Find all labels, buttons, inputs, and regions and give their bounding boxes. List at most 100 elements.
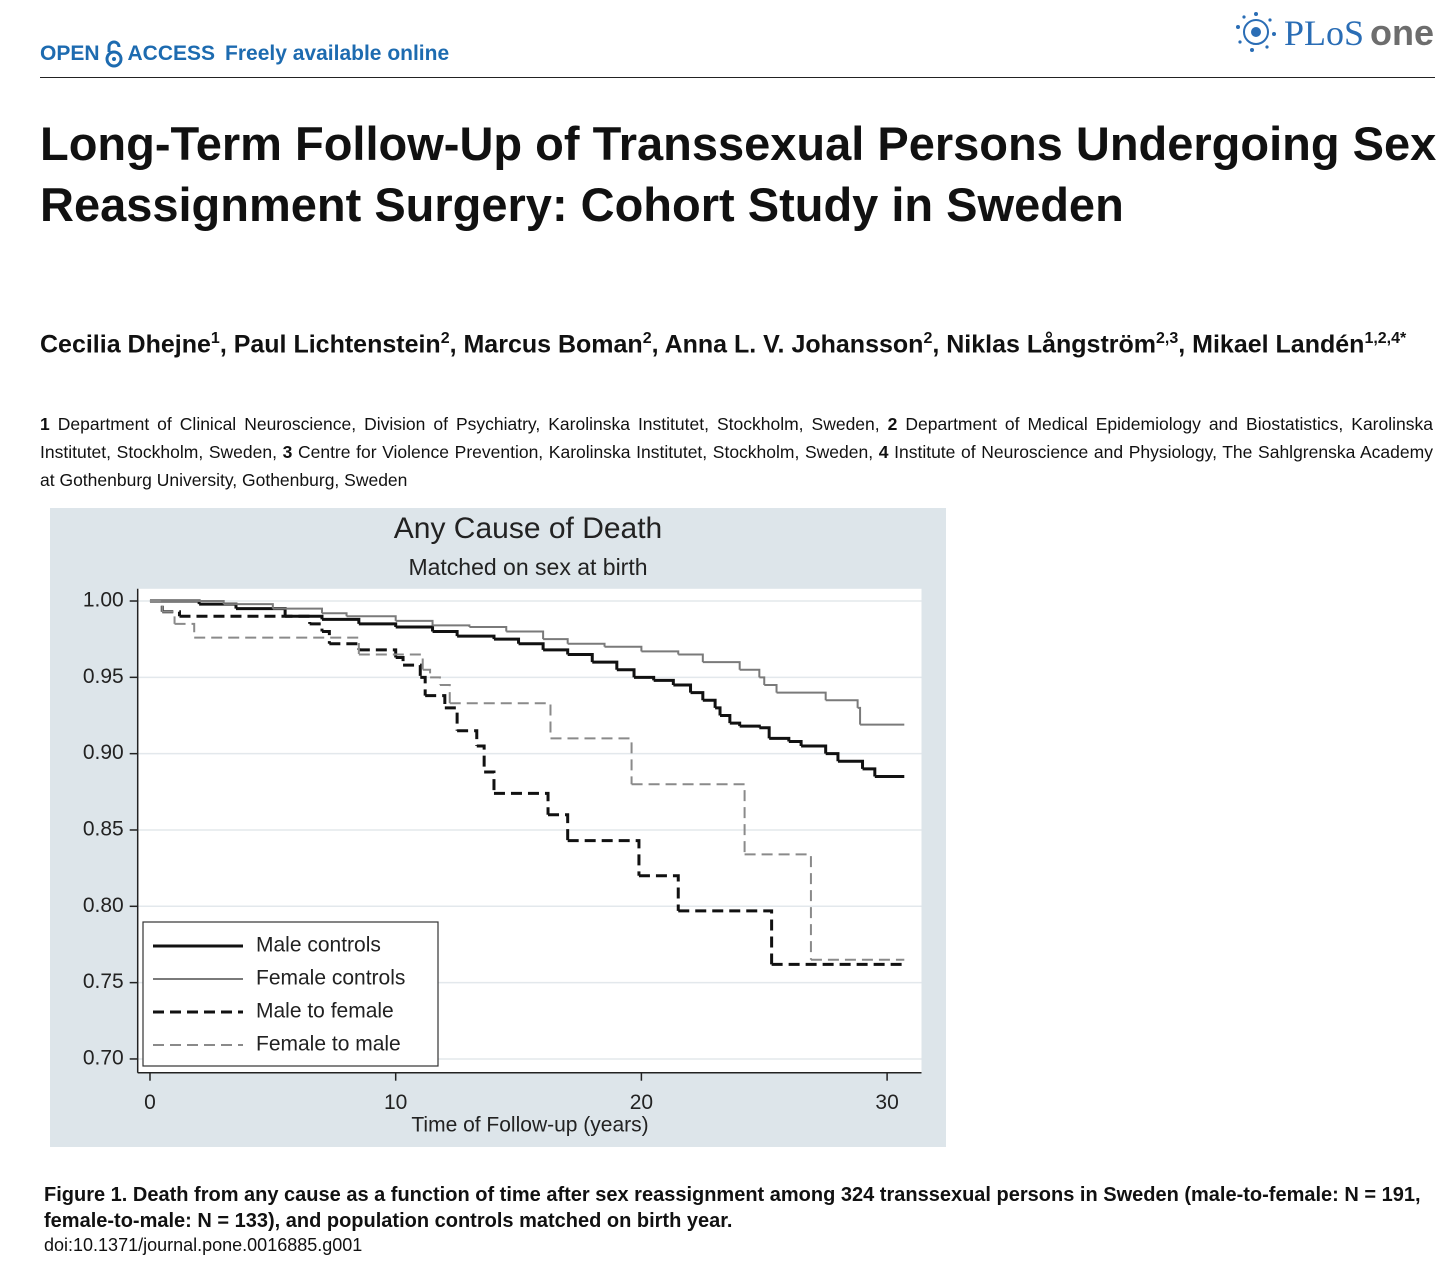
author-name: , Niklas Långström	[932, 330, 1157, 359]
survival-step	[321, 612, 348, 617]
author-affiliation-mark: 1	[210, 330, 220, 347]
journal-logo: PLoS one	[1234, 10, 1434, 54]
survival-step	[744, 853, 812, 960]
x-tick-label: 20	[630, 1091, 653, 1114]
survival-step	[759, 726, 771, 739]
author-name: , Mikael Landén	[1178, 330, 1365, 359]
survival-step	[174, 622, 196, 638]
survival-step	[702, 698, 717, 708]
survival-step	[309, 622, 324, 632]
figure-doi: doi:10.1371/journal.pone.0016885.g001	[44, 1235, 363, 1255]
survival-step	[678, 909, 774, 965]
survival-step	[567, 839, 641, 876]
survival-step	[444, 706, 459, 731]
survival-step	[837, 759, 865, 769]
survival-step	[420, 675, 427, 696]
survival-step	[422, 668, 432, 678]
survival-step	[543, 648, 570, 655]
survival-step	[449, 702, 552, 739]
survival-step	[194, 636, 360, 655]
survival-step	[543, 638, 569, 644]
survival-step	[715, 706, 722, 716]
y-tick-label: 0.75	[83, 970, 124, 993]
survival-step	[616, 668, 636, 678]
survival-step	[223, 603, 274, 609]
survival-step	[439, 683, 451, 704]
survival-step	[801, 744, 828, 754]
survival-step	[729, 721, 742, 727]
survival-step	[567, 652, 594, 663]
survival-step	[673, 683, 693, 693]
survival-step	[825, 699, 859, 708]
survival-step	[592, 660, 619, 670]
survival-step	[476, 744, 486, 772]
survival-step	[739, 724, 761, 728]
survival-step	[769, 736, 791, 742]
survival-step	[395, 619, 434, 626]
survival-step	[788, 739, 803, 747]
author-affiliation-mark: 2	[440, 330, 450, 347]
survival-step	[493, 637, 521, 644]
survival-step	[653, 678, 675, 685]
survival-step	[518, 642, 545, 650]
affiliation-text: Institute of Neuroscience and Physiology…	[40, 442, 1433, 490]
survival-step	[272, 607, 323, 614]
legend-label: Female controls	[256, 967, 405, 990]
survival-step	[857, 706, 862, 725]
survival-step	[548, 813, 570, 841]
author-name: Cecilia Dhejne	[40, 330, 211, 359]
survival-step	[403, 663, 422, 678]
survival-step	[678, 653, 704, 663]
header-rule	[40, 77, 1435, 78]
survival-step	[776, 691, 827, 701]
survival-step	[604, 645, 643, 652]
survival-step	[550, 737, 633, 785]
chart-title: Any Cause of Death	[394, 512, 663, 545]
survival-step	[179, 614, 312, 624]
x-tick-label: 0	[144, 1091, 156, 1114]
access-label: ACCESS	[127, 42, 216, 65]
survival-step	[493, 791, 550, 815]
legend-label: Male to female	[256, 1000, 394, 1023]
lock-icon	[105, 40, 123, 68]
affiliation-number: 3	[282, 442, 293, 462]
survival-step	[432, 630, 459, 637]
survival-step	[321, 630, 331, 644]
survival-step	[346, 615, 397, 621]
affiliation-number: 1	[40, 414, 50, 434]
y-tick-label: 0.90	[83, 741, 124, 764]
survival-step	[149, 600, 225, 605]
survival-step	[631, 783, 746, 855]
survival-step	[634, 675, 656, 681]
x-tick-label: 30	[875, 1091, 898, 1114]
survival-step	[825, 752, 840, 762]
y-tick-label: 0.80	[83, 894, 124, 917]
tagline: Freely available online	[225, 42, 450, 65]
affiliation-text: Department of Clinical Neuroscience, Div…	[57, 414, 880, 434]
y-tick-label: 1.00	[83, 589, 124, 612]
open-label: OPEN	[40, 42, 100, 65]
logo-one: one	[1369, 12, 1434, 53]
legend-label: Female to male	[256, 1033, 401, 1056]
survival-step	[690, 691, 705, 701]
author-affiliation-mark: 2,3	[1156, 330, 1179, 347]
survival-step	[567, 642, 606, 647]
affiliation-text: Department of Medical Epidemiology and B…	[40, 414, 1433, 462]
survival-step	[638, 874, 680, 911]
survival-step	[720, 713, 732, 724]
chart: Any Cause of Death Matched on sex at birt…	[50, 508, 946, 1147]
survival-step	[358, 653, 424, 670]
legend-label: Male controls	[256, 934, 381, 957]
author-name: , Anna L. V. Johansson	[651, 330, 924, 359]
affiliation-list: 1 Department of Clinical Neuroscience, D…	[40, 410, 1433, 494]
affiliation-number: 2	[887, 414, 898, 434]
affiliation-text: Centre for Violence Prevention, Karolins…	[297, 442, 874, 462]
open-access-banner: OPEN ACCESS Freely available online	[40, 40, 449, 68]
author-affiliation-mark: 2	[923, 330, 933, 347]
y-tick-label: 0.70	[83, 1047, 124, 1070]
logo-icon	[1235, 12, 1276, 52]
author-name: , Marcus Boman	[449, 330, 643, 359]
survival-step	[759, 676, 766, 685]
survival-step	[641, 650, 680, 655]
survival-step	[430, 676, 441, 685]
